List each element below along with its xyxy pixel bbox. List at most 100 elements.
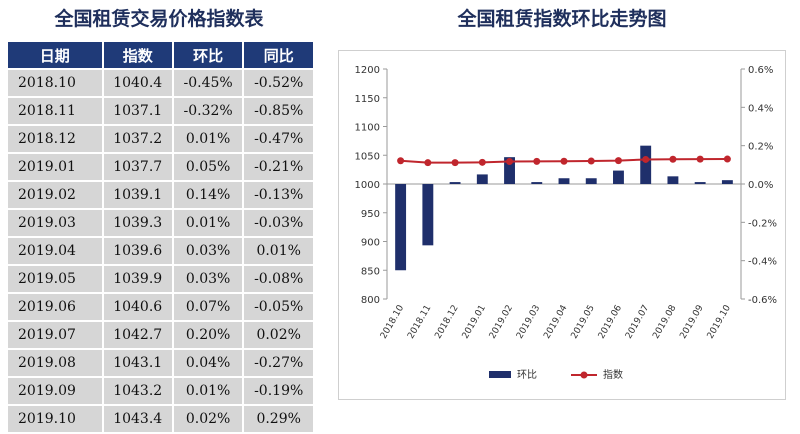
cell-mom: 0.20%	[171, 322, 243, 348]
bar-mom	[558, 178, 570, 184]
y-right-tick-label: -0.2%	[748, 218, 777, 229]
y-left-tick-label: 950	[361, 209, 380, 220]
chart-title: 全国租赁指数环比走势图	[457, 8, 667, 30]
cell-yoy: -0.47%	[242, 126, 313, 152]
cell-date: 2019.01	[8, 154, 102, 180]
y-left-tick-label: 850	[361, 266, 380, 277]
cell-mom: -0.32%	[171, 98, 243, 124]
index-point	[696, 155, 704, 163]
header-mom: 环比	[171, 42, 243, 68]
table-row: 2019.09 1043.2 0.01% -0.19%	[8, 378, 313, 404]
cell-date: 2018.10	[8, 70, 102, 96]
cell-mom: 0.01%	[171, 126, 243, 152]
cell-index: 1043.4	[101, 406, 172, 432]
cell-index: 1037.1	[101, 98, 172, 124]
cell-mom: 0.02%	[171, 406, 243, 432]
cell-yoy: -0.05%	[242, 294, 313, 320]
cell-index: 1039.6	[101, 238, 172, 264]
cell-mom: 0.07%	[171, 294, 243, 320]
y-left-tick-label: 900	[361, 238, 380, 249]
cell-index: 1039.1	[101, 182, 172, 208]
cell-yoy: -0.08%	[242, 266, 313, 292]
index-point	[723, 155, 731, 163]
index-point	[642, 155, 650, 163]
cell-index: 1040.4	[101, 70, 172, 96]
cell-mom: 0.03%	[171, 238, 243, 264]
table-row: 2019.01 1037.7 0.05% -0.21%	[8, 154, 313, 180]
legend-line-label: 指数	[603, 368, 623, 381]
table-header-row: 日期 指数 环比 同比	[8, 42, 313, 68]
table-row: 2018.10 1040.4 -0.45% -0.52%	[8, 70, 313, 96]
index-point	[533, 157, 541, 165]
index-table-panel: 全国租赁交易价格指数表 日期 指数 环比 同比 2018.10 1040.4 -0.…	[0, 0, 318, 432]
cell-date: 2019.04	[8, 238, 102, 264]
cell-mom: -0.45%	[171, 70, 243, 96]
cell-mom: 0.04%	[171, 350, 243, 376]
index-point	[506, 158, 514, 166]
table-row: 2019.05 1039.9 0.03% -0.08%	[8, 266, 313, 292]
bar-mom	[476, 174, 488, 184]
y-right-tick-label: -0.4%	[748, 257, 777, 268]
index-point	[478, 158, 486, 166]
cell-index: 1037.2	[101, 126, 172, 152]
cell-index: 1040.6	[101, 294, 172, 320]
bar-mom	[694, 182, 706, 184]
table-row: 2018.11 1037.1 -0.32% -0.85%	[8, 98, 313, 124]
y-right-tick-label: 0.2%	[748, 142, 773, 153]
cell-index: 1042.7	[101, 322, 172, 348]
table-title: 全国租赁交易价格指数表	[54, 8, 264, 30]
cell-yoy: 0.01%	[242, 238, 313, 264]
y-right-tick-label: 0.0%	[748, 180, 773, 191]
y-right-tick-label: -0.6%	[748, 295, 777, 306]
table-body: 2018.10 1040.4 -0.45% -0.52% 2018.11 1037.1 -0…	[8, 70, 313, 432]
cell-date: 2019.06	[8, 294, 102, 320]
x-tick-label: 2019.06	[597, 303, 624, 340]
index-point	[614, 157, 622, 165]
table-row: 2019.06 1040.6 0.07% -0.05%	[8, 294, 313, 320]
x-tick-label: 2018.12	[433, 304, 460, 341]
y-left-tick-label: 1100	[355, 123, 380, 134]
header-yoy: 同比	[242, 42, 313, 68]
bar-mom	[504, 157, 515, 184]
chart-svg: 800 850 900 950 1000 1050 1100 1150 1200 -0.6% -0.…	[355, 65, 777, 381]
cell-date: 2019.05	[8, 266, 102, 292]
y-left-tick-label: 800	[361, 295, 380, 306]
x-tick-label: 2019.04	[542, 303, 569, 340]
cell-date: 2019.07	[8, 322, 102, 348]
y-left-tick-label: 1150	[355, 94, 380, 105]
cell-index: 1043.1	[101, 350, 172, 376]
cell-date: 2018.11	[8, 98, 102, 124]
x-tick-label: 2019.05	[570, 304, 597, 341]
bar-mom	[422, 184, 434, 246]
x-tick-label: 2019.03	[515, 304, 542, 341]
cell-yoy: -0.27%	[242, 350, 313, 376]
table-row: 2019.04 1039.6 0.03% 0.01%	[8, 238, 313, 264]
bar-mom	[531, 182, 543, 184]
cell-yoy: -0.52%	[242, 70, 313, 96]
cell-yoy: -0.21%	[242, 154, 313, 180]
index-point	[587, 157, 595, 165]
index-point	[424, 159, 432, 167]
index-point	[397, 157, 405, 165]
y-left-tick-label: 1200	[355, 65, 380, 76]
cell-index: 1039.9	[101, 266, 172, 292]
cell-yoy: -0.19%	[242, 378, 313, 404]
header-index: 指数	[101, 42, 172, 68]
cell-mom: 0.03%	[171, 266, 243, 292]
cell-mom: 0.01%	[171, 378, 243, 404]
legend-bar-swatch	[489, 371, 511, 378]
x-tick-label: 2019.10	[706, 303, 733, 340]
cell-date: 2019.09	[8, 378, 102, 404]
bar-mom	[640, 145, 652, 184]
cell-date: 2019.10	[8, 406, 102, 432]
chart-panel: 全国租赁指数环比走势图 800 850 900 950 1000 1050 1100 1150…	[324, 0, 800, 412]
legend-bar-label: 环比	[517, 369, 537, 381]
cell-yoy: -0.13%	[242, 182, 313, 208]
table-row: 2019.10 1043.4 0.02% 0.29%	[8, 406, 313, 432]
x-tick-label: 2018.10	[379, 303, 406, 340]
header-date: 日期	[8, 42, 102, 68]
cell-date: 2018.12	[8, 126, 102, 152]
cell-date: 2019.02	[8, 182, 102, 208]
chart-area: 800 850 900 950 1000 1050 1100 1150 1200 -0.6% -0.…	[338, 50, 786, 400]
cell-index: 1043.2	[101, 378, 172, 404]
